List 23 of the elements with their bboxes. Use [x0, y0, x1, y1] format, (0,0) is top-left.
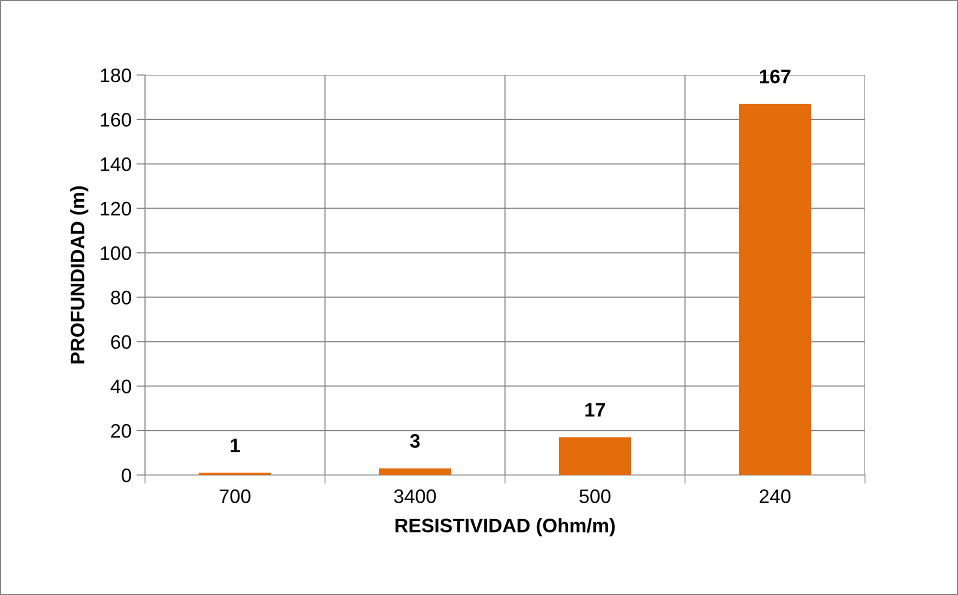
x-tick-label: 500: [580, 489, 610, 504]
y-tick-label: 120: [100, 202, 132, 216]
bar: [379, 468, 451, 475]
x-tick-label: 240: [760, 489, 790, 504]
data-label: 1: [230, 438, 240, 452]
x-axis-title: RESISTIVIDAD (Ohm/m): [396, 518, 615, 536]
y-tick-label: 20: [111, 424, 132, 438]
bar: [559, 437, 631, 475]
x-tick-label: 3400: [394, 489, 436, 504]
y-tick-label: 80: [111, 290, 132, 304]
data-label: 167: [760, 70, 790, 84]
data-label: 17: [585, 403, 605, 417]
bar: [739, 104, 811, 475]
data-label: 3: [410, 434, 420, 448]
y-tick-label: 160: [100, 112, 132, 127]
y-axis-title: PROFUNDIDAD (m): [70, 186, 88, 364]
y-tick-label: 140: [100, 157, 132, 172]
y-tick-label: 180: [100, 68, 132, 82]
x-tick-label: 700: [220, 489, 250, 504]
y-tick-label: 0: [122, 468, 132, 482]
y-tick-label: 40: [110, 380, 132, 394]
y-tick-label: 60: [111, 335, 132, 349]
y-tick-label: 100: [100, 246, 132, 260]
